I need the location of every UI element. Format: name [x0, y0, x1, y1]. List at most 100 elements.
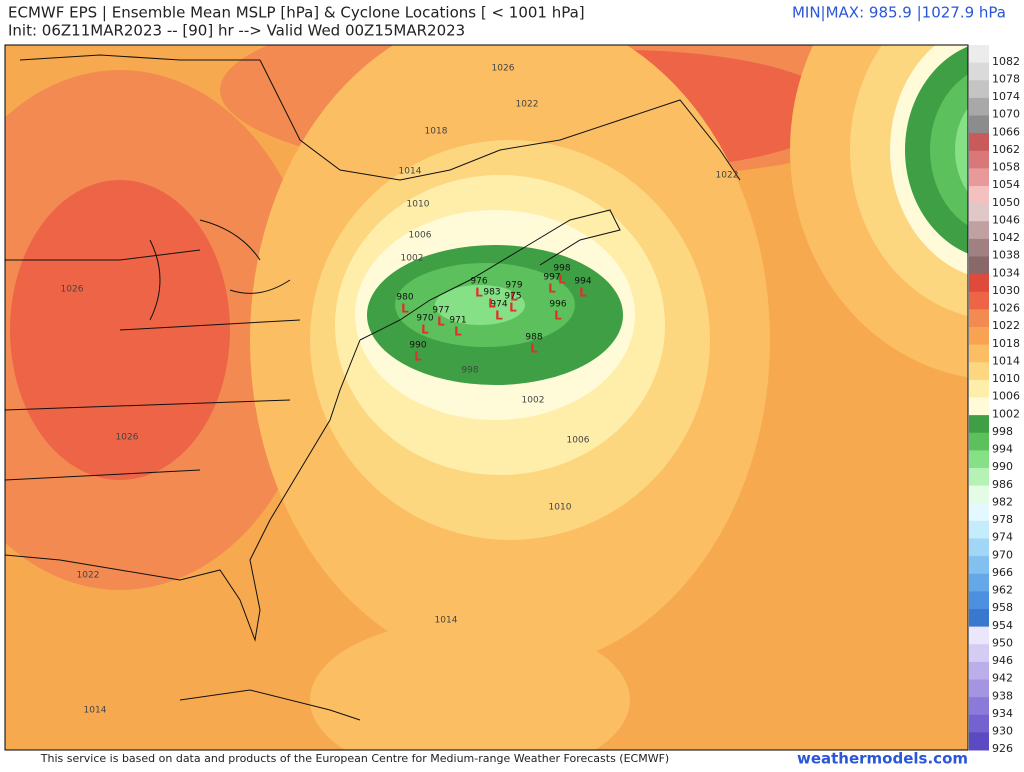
colorbar-label: 1078 [992, 72, 1020, 85]
cyclone-pressure: 990 [409, 341, 426, 351]
contour-label: 1026 [61, 285, 84, 295]
min-max: MIN|MAX: 985.9 |1027.9 hPa [792, 4, 1006, 22]
contour-label: 1006 [409, 231, 432, 241]
colorbar-label: 1010 [992, 372, 1020, 385]
colorbar-swatch [969, 362, 989, 381]
colorbar-swatch [969, 644, 989, 663]
colorbar-label: 982 [992, 495, 1013, 508]
cyclone-pressure: 977 [432, 306, 449, 316]
cyclone-marker: L [414, 350, 422, 364]
colorbar-swatch [969, 168, 989, 187]
colorbar-swatch [969, 661, 989, 680]
colorbar-label: 1002 [992, 407, 1020, 420]
colorbar-label: 998 [992, 425, 1013, 438]
colorbar-label: 958 [992, 601, 1013, 614]
labels: 1026 1022 1018 1014 1010 1006 1002 998 1002 1006 1… [61, 64, 739, 716]
colorbar-label: 1074 [992, 90, 1020, 103]
colorbar-label: 1006 [992, 390, 1020, 403]
cyclone-pressure: 988 [525, 333, 542, 343]
colorbar-label: 994 [992, 443, 1013, 456]
coastlines [5, 54, 741, 721]
colorbar-label: 926 [992, 742, 1013, 755]
colorbar-swatch [969, 591, 989, 610]
contour-label: 1010 [549, 503, 572, 513]
contour-label: 1018 [425, 127, 448, 137]
colorbar-label: 950 [992, 636, 1013, 649]
colorbar-swatch [969, 150, 989, 169]
colorbar-label: 946 [992, 654, 1013, 667]
contour-fill [435, 285, 525, 325]
colorbar-label: 1026 [992, 302, 1020, 315]
contour-label: 1006 [567, 436, 590, 446]
cyclone-marker: L [579, 286, 587, 300]
cyclone-marker: L [488, 297, 496, 311]
footer-notice: This service is based on data and produc… [40, 752, 669, 765]
colorbar: 1082 1078 1074 1070 1066 1062 1058 1054 1050 1046… [969, 45, 1020, 755]
contour-fill [930, 74, 968, 226]
init-line: Init: 06Z11MAR2023 -- [90] hr --> Valid … [8, 22, 465, 40]
cyclone-marker: L [510, 290, 518, 304]
colorbar-swatch [969, 62, 989, 81]
colorbar-label: 986 [992, 478, 1013, 491]
footer-brand: weathermodels.com [797, 750, 968, 768]
contour-label: 1014 [84, 706, 107, 716]
contour-label: 1002 [401, 254, 424, 264]
cyclone-pressure: 983 [483, 288, 500, 298]
contour-label: 1014 [399, 167, 422, 177]
contour-label: 1022 [716, 171, 739, 181]
colorbar-swatch [969, 732, 989, 751]
colorbar-swatch [969, 186, 989, 205]
colorbar-label: 934 [992, 707, 1013, 720]
colorbar-label: 1054 [992, 178, 1020, 191]
colorbar-swatch [969, 256, 989, 275]
cyclone-marker: L [558, 273, 566, 287]
title: ECMWF EPS | Ensemble Mean MSLP [hPa] & C… [8, 4, 585, 22]
colorbar-label: 930 [992, 725, 1013, 738]
contour-label: 1026 [492, 64, 515, 74]
cyclone-pressure: 970 [416, 314, 433, 324]
cyclone-pressure: 975 [504, 292, 521, 302]
cyclone-marker: L [509, 301, 517, 315]
map-frame [4, 44, 969, 751]
colorbar-swatch [969, 556, 989, 575]
colorbar-swatch [969, 203, 989, 222]
colorbar-swatch [969, 397, 989, 416]
colorbar-label: 1062 [992, 143, 1020, 156]
contour-label: 1022 [516, 100, 539, 110]
colorbar-swatch [969, 344, 989, 363]
cyclone-pressure: 974 [490, 300, 507, 310]
colorbar-label: 942 [992, 672, 1013, 685]
colorbar-label: 1070 [992, 108, 1020, 121]
colorbar-label: 974 [992, 531, 1013, 544]
colorbar-swatch [969, 714, 989, 733]
colorbar-label: 1082 [992, 55, 1020, 68]
colorbar-label: 978 [992, 513, 1013, 526]
cyclone-marker: L [530, 342, 538, 356]
colorbar-label: 1038 [992, 249, 1020, 262]
colorbar-swatch [969, 626, 989, 645]
colorbar-swatch [969, 80, 989, 99]
colorbar-swatch [969, 538, 989, 557]
cyclone-pressure: 996 [549, 300, 566, 310]
contour-label: 1026 [116, 433, 139, 443]
cyclone-marker: L [421, 323, 429, 337]
colorbar-swatch [969, 573, 989, 592]
colorbar-swatch [969, 238, 989, 257]
colorbar-swatch [969, 503, 989, 522]
colorbar-swatch [969, 221, 989, 240]
cyclone-marker: L [475, 286, 483, 300]
colorbar-label: 1022 [992, 319, 1020, 332]
colorbar-swatch [969, 679, 989, 698]
colorbar-swatch [969, 415, 989, 434]
contour-label: 1022 [77, 571, 100, 581]
contour-label: 1002 [522, 396, 545, 406]
colorbar-swatch [969, 432, 989, 451]
colorbar-swatch [969, 45, 989, 64]
cyclone-marker: L [548, 282, 556, 296]
cyclone-pressure: 980 [396, 293, 413, 303]
colorbar-swatch [969, 520, 989, 539]
colorbar-swatch [969, 97, 989, 116]
